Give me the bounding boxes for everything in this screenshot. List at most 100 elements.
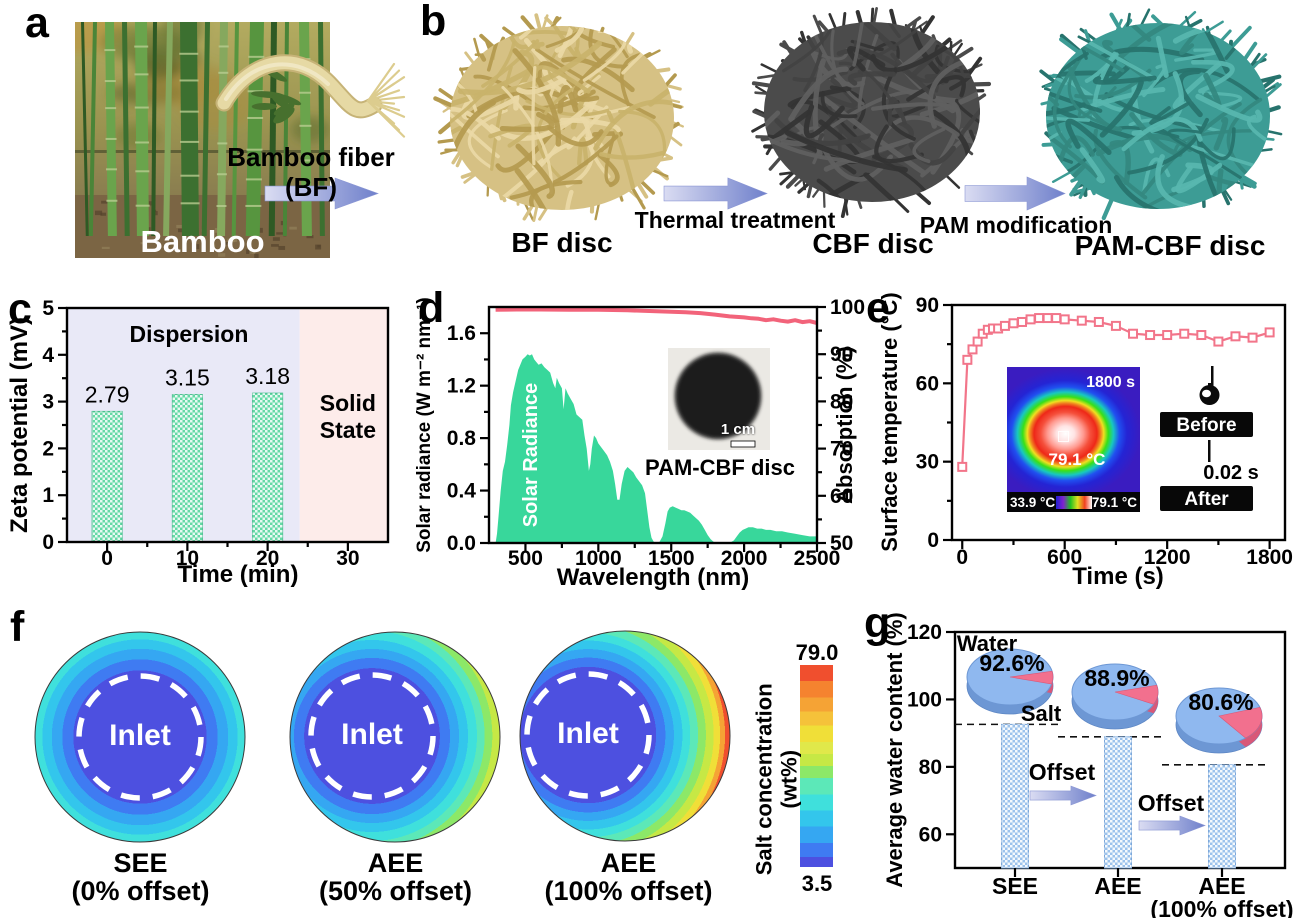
scale-bar-icon <box>730 440 756 448</box>
d-ytick-right: 90 <box>830 343 853 366</box>
d-xtick: 500 <box>508 547 543 570</box>
bamboo-to-disc-arrow-icon <box>264 177 379 210</box>
solar-spectrum-area <box>495 354 817 543</box>
zeta-bar-value: 3.15 <box>165 365 210 391</box>
bf-disc-label: BF disc <box>511 227 613 258</box>
salt-slice <box>1114 684 1159 705</box>
c-ytick: 4 <box>42 344 54 367</box>
d-ytick-left: 0.0 <box>447 532 476 555</box>
d-xtick: 1500 <box>648 547 695 570</box>
salt-contour-circle-0 <box>34 631 246 843</box>
fiber-disc-2 <box>1039 8 1283 221</box>
pie-water-percentage: 88.9% <box>1084 665 1149 691</box>
aee50-subtitle: (50% offset) <box>318 876 473 906</box>
aee100-title: AEE <box>600 848 657 878</box>
data-marker <box>1196 330 1207 341</box>
salt-concentration-colorbar <box>800 665 833 867</box>
g-category-label: SEE <box>992 873 1038 899</box>
e-xtick: 0 <box>956 546 968 569</box>
thermal-scale-bar: 33.9 °C 79.1 °C <box>1007 492 1140 512</box>
cbf-disc-label: CBF disc <box>812 228 934 259</box>
c-ytick: 2 <box>42 437 54 460</box>
inlet-dashed-circle <box>308 672 436 800</box>
g-yaxis-title: Average water content (%) <box>882 612 907 887</box>
data-marker <box>1076 315 1087 326</box>
before-surface-bar <box>1160 412 1253 437</box>
g-ytick: 100 <box>907 688 942 711</box>
panel-label-e: e <box>866 284 890 332</box>
panel-label-c: c <box>8 285 32 333</box>
e-xtick: 1200 <box>1144 546 1191 569</box>
g-ytick: 120 <box>907 621 942 644</box>
pie-water-percentage: 92.6% <box>979 650 1044 676</box>
offset-label: Offset <box>1029 759 1096 785</box>
panel-label-b: b <box>420 0 447 45</box>
salt-slice <box>1218 707 1263 739</box>
data-marker <box>1093 316 1104 327</box>
panel-label-a: a <box>25 0 49 47</box>
bamboo-photo <box>75 22 330 258</box>
panel-label-f: f <box>10 603 25 651</box>
contact-angle-time-label: 0.02 s <box>1203 462 1259 484</box>
data-marker <box>1145 330 1156 341</box>
data-marker <box>1051 313 1062 324</box>
needle-icon <box>1211 366 1214 386</box>
after-surface-bar <box>1160 486 1253 511</box>
g-category-label: AEE <box>1198 873 1245 899</box>
zeta-bar-value: 3.18 <box>245 363 290 389</box>
d-ytick-left: 0.4 <box>447 480 477 503</box>
pam-cbf-disc-photo <box>676 354 760 438</box>
g-ytick: 60 <box>919 823 942 846</box>
e-xtick: 600 <box>1047 546 1082 569</box>
bamboo-fiber-illustration <box>215 54 406 138</box>
panel-label-g: g <box>864 599 891 647</box>
solid-state-label: Solid <box>320 390 376 416</box>
e-ytick: 60 <box>916 372 939 395</box>
aee100-subtitle: (100% offset) <box>544 876 713 906</box>
c-xaxis-title: Time (min) <box>178 561 299 588</box>
water-salt-pie-0: 92.6% <box>966 648 1054 715</box>
water-salt-pie-1: 88.9% <box>1071 663 1159 730</box>
colorbar-min-label: 3.5 <box>801 871 833 896</box>
bamboo-photo-caption: Bamboo <box>140 224 265 259</box>
solid-state-label: State <box>320 417 376 443</box>
data-marker <box>1008 318 1019 329</box>
c-ytick: 0 <box>42 531 54 554</box>
bamboo-fiber-label: Bamboo fiber (BF) <box>227 142 395 202</box>
inlet-label-aee100: Inlet <box>557 717 619 750</box>
data-marker <box>1230 331 1241 342</box>
d-ytick-right: 50 <box>830 532 853 555</box>
data-marker <box>1213 336 1224 347</box>
e-yaxis-title: Surface temperature (°C) <box>877 292 902 551</box>
needle-icon <box>1208 440 1211 462</box>
inset-photo-caption: PAM-CBF disc <box>645 455 795 480</box>
data-marker <box>1179 328 1190 339</box>
salt-contour-circle-1 <box>289 631 501 843</box>
e-xtick: 1800 <box>1246 546 1293 569</box>
c-xtick: 20 <box>256 547 279 570</box>
d-ytick-right: 60 <box>830 485 853 508</box>
d-xtick: 2500 <box>794 547 841 570</box>
thermal-image-inset: 1800 s 79.1 °C 33.9 °C 79.1 °C <box>1007 367 1140 512</box>
solid-state-region <box>299 308 388 542</box>
thermal-scale-min: 33.9 °C <box>1010 494 1056 510</box>
pie-legend-salt: Salt <box>1021 701 1062 726</box>
offset-label: Offset <box>1138 790 1205 816</box>
zeta-bar-value: 2.79 <box>85 381 130 407</box>
pam-modification-arrow-icon <box>964 176 1066 211</box>
panel-label-d: d <box>418 284 445 332</box>
thermal-scale-gradient-icon <box>1055 495 1092 509</box>
c-xtick: 0 <box>101 547 113 570</box>
data-marker <box>962 354 973 365</box>
d-ytick-left: 1.6 <box>447 322 476 345</box>
thermal-treatment-arrow-icon <box>663 177 768 210</box>
fiber-disc-1 <box>751 7 992 218</box>
data-marker <box>999 320 1010 331</box>
d-ytick-right: 80 <box>830 390 853 413</box>
g-ytick: 80 <box>919 756 942 779</box>
d-ytick-left: 0.8 <box>447 427 477 450</box>
colorbar-axis-label: Salt concentration (wt%) <box>751 683 802 876</box>
e-ytick: 30 <box>916 451 939 474</box>
